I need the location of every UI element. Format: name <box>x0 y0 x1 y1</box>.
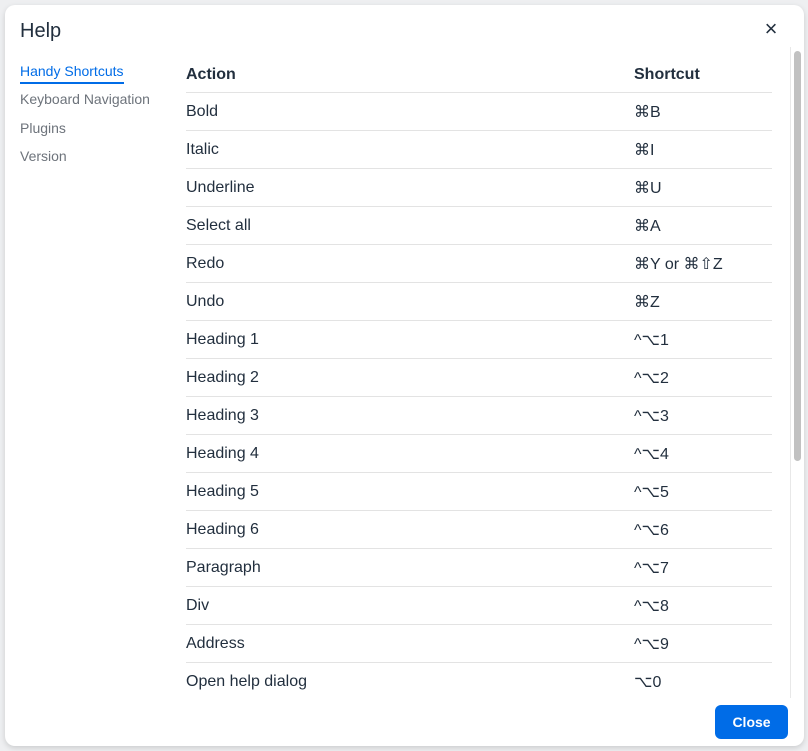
action-cell: Italic <box>186 129 634 168</box>
table-row: Open help dialog ⌥0 <box>186 661 772 698</box>
tab-version[interactable]: Version <box>20 148 67 164</box>
table-row: Heading 4 ^⌥4 <box>186 433 772 472</box>
shortcut-cell: ^⌥1 <box>634 319 772 358</box>
column-header-shortcut: Shortcut <box>634 66 700 84</box>
table-row: Underline ⌘U <box>186 167 772 206</box>
help-dialog: Help × Handy Shortcuts Keyboard Navigati… <box>5 5 804 746</box>
table-row: Heading 1 ^⌥1 <box>186 319 772 358</box>
table-row: Heading 6 ^⌥6 <box>186 509 772 548</box>
shortcut-cell: ^⌥5 <box>634 471 772 510</box>
scrollbar[interactable] <box>790 47 804 698</box>
action-cell: Heading 6 <box>186 509 634 548</box>
action-cell: Heading 2 <box>186 357 634 396</box>
action-cell: Paragraph <box>186 547 634 586</box>
table-row: Heading 3 ^⌥3 <box>186 395 772 434</box>
action-cell: Heading 5 <box>186 471 634 510</box>
action-cell: Open help dialog <box>186 661 634 698</box>
action-cell: Undo <box>186 281 634 320</box>
action-cell: Div <box>186 585 634 624</box>
shortcut-cell: ⌥0 <box>634 661 772 698</box>
action-cell: Heading 4 <box>186 433 634 472</box>
action-cell: Address <box>186 623 634 662</box>
action-cell: Bold <box>186 91 634 130</box>
table-row: Address ^⌥9 <box>186 623 772 662</box>
table-row: Redo ⌘Y or ⌘⇧Z <box>186 243 772 282</box>
shortcut-cell: ^⌥3 <box>634 395 772 434</box>
dialog-footer: Close <box>5 698 804 746</box>
table-row: Div ^⌥8 <box>186 585 772 624</box>
scrollbar-thumb[interactable] <box>794 51 801 461</box>
shortcut-cell: ⌘Z <box>634 281 772 320</box>
shortcut-cell: ⌘Y or ⌘⇧Z <box>634 243 772 282</box>
action-cell: Underline <box>186 167 634 206</box>
shortcut-cell: ⌘B <box>634 91 772 130</box>
shortcut-cell: ^⌥8 <box>634 585 772 624</box>
column-header-action: Action <box>186 66 236 84</box>
action-cell: Redo <box>186 243 634 282</box>
shortcut-cell: ⌘U <box>634 167 772 206</box>
table-row: Undo ⌘Z <box>186 281 772 320</box>
shortcut-cell: ⌘I <box>634 129 772 168</box>
action-cell: Select all <box>186 205 634 244</box>
dialog-title: Help <box>20 20 62 42</box>
table-row: Select all ⌘A <box>186 205 772 244</box>
close-button[interactable]: Close <box>715 705 788 739</box>
action-cell: Heading 1 <box>186 319 634 358</box>
shortcut-cell: ^⌥7 <box>634 547 772 586</box>
table-row: Paragraph ^⌥7 <box>186 547 772 586</box>
shortcuts-table: Action Shortcut Bold ⌘B Italic ⌘I Underline ⌘… <box>186 55 772 698</box>
close-icon[interactable]: × <box>764 16 778 41</box>
shortcut-cell: ^⌥4 <box>634 433 772 472</box>
table-row: Italic ⌘I <box>186 129 772 168</box>
table-row: Bold ⌘B <box>186 91 772 130</box>
tab-keyboard-navigation[interactable]: Keyboard Navigation <box>20 91 150 107</box>
shortcut-cell: ^⌥6 <box>634 509 772 548</box>
shortcut-cell: ^⌥9 <box>634 623 772 662</box>
shortcut-cell: ⌘A <box>634 205 772 244</box>
shortcut-cell: ^⌥2 <box>634 357 772 396</box>
action-cell: Heading 3 <box>186 395 634 434</box>
table-row: Heading 5 ^⌥5 <box>186 471 772 510</box>
shortcuts-panel: Action Shortcut Bold ⌘B Italic ⌘I Underline ⌘… <box>186 55 792 698</box>
help-tabs: Handy Shortcuts Keyboard Navigation Plug… <box>20 63 150 177</box>
tab-handy-shortcuts[interactable]: Handy Shortcuts <box>20 63 124 84</box>
table-row: Heading 2 ^⌥2 <box>186 357 772 396</box>
tab-plugins[interactable]: Plugins <box>20 119 66 136</box>
